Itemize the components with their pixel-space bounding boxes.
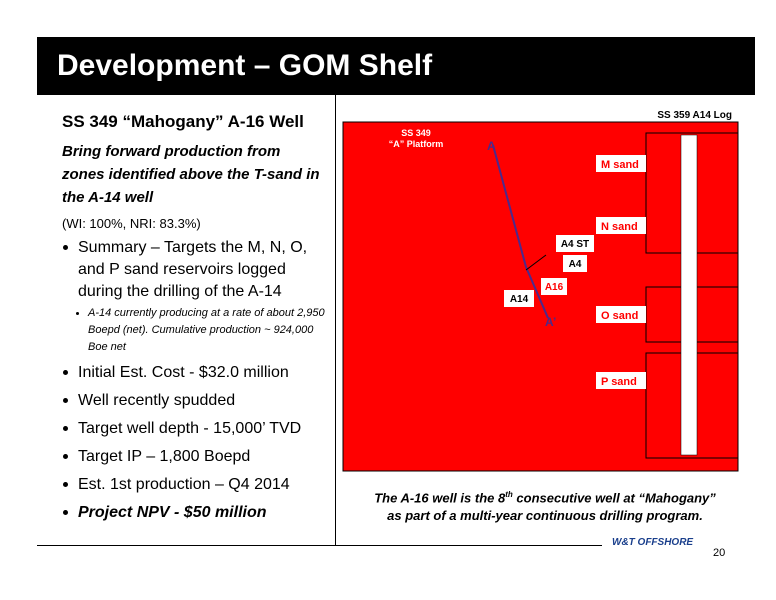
page-number: 20	[713, 547, 726, 559]
bullet-text: Target well depth - 15,000’ TVD	[78, 420, 302, 437]
log-track	[680, 134, 698, 456]
logo: W&T OFFSHORE	[612, 537, 694, 548]
well-label: A14	[510, 294, 529, 305]
subheading: Bring forward production from zones iden…	[62, 143, 320, 206]
bullet-dot	[63, 426, 68, 431]
bullet-dot	[63, 454, 68, 459]
bullet-dot	[63, 370, 68, 375]
well-box	[541, 278, 567, 295]
rule	[37, 545, 602, 546]
section-label: A’	[545, 315, 556, 329]
bullet-dot	[63, 482, 68, 487]
section-label: A	[487, 139, 496, 153]
well-label: A4	[569, 259, 582, 270]
bullet: Est. 1st production – Q4 2014	[62, 474, 327, 496]
caption: The A-16 well is the 8th consecutive wel…	[340, 486, 750, 525]
heading: SS 349 “Mahogany” A-16 Well	[62, 112, 304, 131]
section-line	[525, 266, 549, 319]
well-label: A4 ST	[561, 239, 589, 250]
sand-label: O sand	[601, 310, 638, 322]
well-path	[525, 254, 547, 271]
caption-text: The A-16 well is the 8	[374, 490, 506, 506]
sand-box	[596, 372, 646, 389]
map-area	[342, 121, 739, 472]
header-bar: Development – GOM Shelf	[37, 37, 755, 95]
bullet: Initial Est. Cost - $32.0 million	[62, 362, 327, 384]
bullet: Target IP – 1,800 Boepd	[62, 446, 327, 468]
bullet-dot	[63, 398, 68, 403]
platform-label: “A” Platform	[389, 139, 444, 149]
bullet-text: Initial Est. Cost - $32.0 million	[78, 364, 289, 381]
figure: SS 359 A14 Log SS 349 “A” Platform A A’ …	[342, 110, 739, 472]
slide-title: Development – GOM Shelf	[57, 49, 433, 82]
bullet-text: Project NPV - $50 million	[78, 504, 267, 521]
bullet-text: Est. 1st production – Q4 2014	[78, 476, 290, 493]
log-title: SS 359 A14 Log	[657, 110, 732, 121]
well-box	[563, 255, 587, 272]
sand-label: N sand	[601, 221, 638, 233]
bullet-text: Summary – Targets the M, N, O, and P san…	[78, 239, 308, 300]
bullet-text: Well recently spudded	[78, 392, 236, 409]
sand-label: P sand	[601, 376, 637, 388]
bullet-dot	[63, 245, 68, 250]
bullet: Well recently spudded	[62, 390, 327, 412]
caption-text: as part of a multi-year continuous drill…	[387, 508, 703, 524]
bullet-dot	[63, 510, 68, 515]
platform-label: SS 349	[401, 128, 431, 138]
caption-text: consecutive well at “Mahogany”	[512, 490, 716, 506]
well-label: A16	[545, 282, 564, 293]
bullet-text: Target IP – 1,800 Boepd	[78, 448, 251, 465]
sand-box	[596, 155, 646, 172]
bullet: Summary – Targets the M, N, O, and P san…	[62, 237, 327, 303]
caption-sup: th	[505, 490, 513, 499]
sub-bullet: A-14 currently producing at a rate of ab…	[62, 305, 327, 356]
sand-box	[596, 306, 646, 323]
bullet: Target well depth - 15,000’ TVD	[62, 418, 327, 440]
bullet-list: Summary – Targets the M, N, O, and P san…	[62, 237, 327, 524]
divider	[335, 95, 336, 545]
bullet: Project NPV - $50 million	[62, 502, 327, 524]
left-column: SS 349 “Mahogany” A-16 Well Bring forwar…	[62, 112, 327, 524]
sand-box	[596, 217, 646, 234]
well-box	[556, 235, 594, 252]
sub-bullet-text: A-14 currently producing at a rate of ab…	[88, 307, 325, 353]
sand-label: M sand	[601, 159, 639, 171]
section-line	[492, 144, 527, 268]
well-box	[504, 290, 534, 307]
interest: (WI: 100%, NRI: 83.3%)	[62, 216, 201, 231]
bullet-dot	[76, 312, 79, 315]
